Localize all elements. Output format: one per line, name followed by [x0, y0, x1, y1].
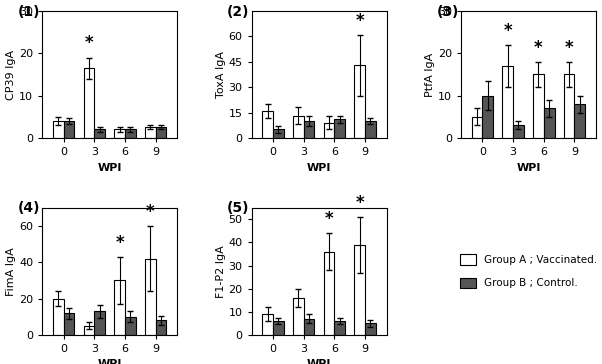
Bar	[84, 326, 95, 335]
Bar	[334, 321, 345, 335]
Legend: Group A ; Vaccinated., Group B ; Control.: Group A ; Vaccinated., Group B ; Control…	[455, 249, 602, 294]
X-axis label: WPI: WPI	[307, 360, 331, 364]
Bar	[324, 252, 334, 335]
Bar	[125, 317, 136, 335]
Bar	[293, 298, 304, 335]
Bar	[513, 125, 524, 138]
Bar	[262, 314, 273, 335]
Text: (1): (1)	[18, 5, 40, 19]
Bar	[365, 121, 376, 138]
Bar	[355, 65, 365, 138]
Bar	[156, 127, 167, 138]
X-axis label: WPI: WPI	[517, 163, 541, 173]
Bar	[355, 245, 365, 335]
Y-axis label: CP39 IgA: CP39 IgA	[6, 50, 16, 99]
Bar	[293, 116, 304, 138]
Text: *: *	[355, 12, 364, 29]
Y-axis label: FimA IgA: FimA IgA	[6, 247, 16, 296]
Bar	[145, 259, 156, 335]
Text: *: *	[534, 39, 543, 57]
Text: *: *	[85, 35, 93, 52]
Text: *: *	[116, 234, 124, 252]
Text: (5): (5)	[227, 202, 250, 215]
Bar	[471, 117, 482, 138]
Text: (2): (2)	[227, 5, 250, 19]
Bar	[125, 130, 136, 138]
Bar	[304, 121, 314, 138]
Bar	[544, 108, 554, 138]
Bar	[262, 111, 273, 138]
Bar	[334, 119, 345, 138]
Bar	[53, 298, 64, 335]
Bar	[324, 123, 334, 138]
Bar	[304, 319, 314, 335]
X-axis label: WPI: WPI	[98, 360, 122, 364]
Bar	[64, 313, 75, 335]
X-axis label: WPI: WPI	[307, 163, 331, 173]
Y-axis label: PtfA IgA: PtfA IgA	[425, 52, 435, 96]
Bar	[114, 130, 125, 138]
Bar	[53, 121, 64, 138]
Y-axis label: F1-P2 IgA: F1-P2 IgA	[216, 245, 226, 298]
Text: *: *	[324, 210, 334, 228]
Bar	[156, 320, 167, 335]
Text: *: *	[565, 39, 574, 57]
X-axis label: WPI: WPI	[98, 163, 122, 173]
Bar	[533, 75, 544, 138]
Text: (3): (3)	[436, 5, 459, 19]
Bar	[84, 68, 95, 138]
Bar	[64, 121, 75, 138]
Bar	[502, 66, 513, 138]
Text: *: *	[355, 194, 364, 212]
Text: *: *	[146, 203, 155, 221]
Bar	[95, 130, 105, 138]
Text: *: *	[503, 22, 512, 40]
Bar	[482, 96, 493, 138]
Bar	[574, 104, 585, 138]
Bar	[563, 75, 574, 138]
Bar	[365, 323, 376, 335]
Bar	[273, 130, 284, 138]
Text: (4): (4)	[18, 202, 40, 215]
Y-axis label: ToxA IgA: ToxA IgA	[216, 51, 226, 98]
Bar	[145, 127, 156, 138]
Bar	[95, 311, 105, 335]
Bar	[114, 280, 125, 335]
Bar	[273, 321, 284, 335]
